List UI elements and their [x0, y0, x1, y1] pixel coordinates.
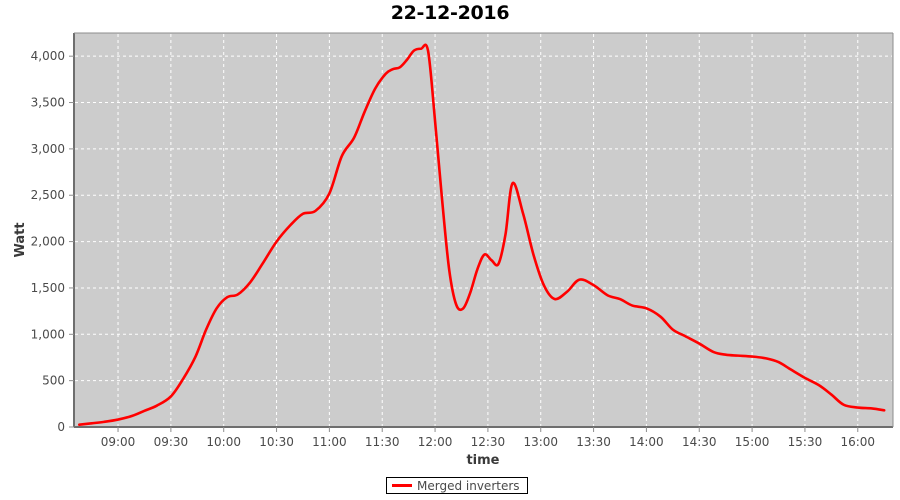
x-tick-label: 12:30 — [471, 435, 506, 449]
data-series-merged-inverters — [77, 43, 886, 426]
vertical-gridlines — [117, 34, 859, 426]
y-tick-label: 1,500 — [31, 281, 65, 295]
legend-entry-label: Merged inverters — [417, 478, 520, 493]
chart-title: 22-12-2016 — [390, 2, 510, 24]
x-tick-label: 11:00 — [312, 435, 347, 449]
y-tick-label: 1,000 — [31, 327, 65, 341]
y-tick-label: 3,500 — [31, 96, 65, 110]
horizontal-gridlines — [75, 55, 892, 382]
plot-area-group: 05001,0001,5002,0002,5003,0003,5004,000 … — [13, 32, 894, 468]
x-tick-label: 16:00 — [840, 435, 875, 449]
x-axis-tick-labels: 09:00 09:30 10:00 10:30 11:00 11:30 12:00 12:30… — [101, 435, 875, 449]
y-tick-label: 2,500 — [31, 188, 65, 202]
axis-lines — [73, 32, 894, 428]
x-axis-tick-marks — [117, 427, 859, 432]
x-axis-label: time — [466, 453, 499, 468]
plot-background — [74, 33, 893, 427]
x-tick-label: 09:30 — [154, 435, 189, 449]
y-tick-label: 2,000 — [31, 235, 65, 249]
legend-color-swatch — [392, 484, 412, 487]
y-axis-label: Watt — [13, 222, 28, 257]
y-axis-tick-marks — [69, 55, 74, 428]
y-tick-label: 3,000 — [31, 142, 65, 156]
x-tick-label: 13:00 — [523, 435, 558, 449]
x-tick-label: 14:00 — [629, 435, 664, 449]
x-tick-label: 15:00 — [735, 435, 770, 449]
y-tick-label: 500 — [42, 374, 65, 388]
y-tick-label: 0 — [57, 420, 65, 434]
x-tick-label: 14:30 — [682, 435, 717, 449]
x-tick-label: 15:30 — [788, 435, 823, 449]
chart-legend: Merged inverters — [386, 477, 528, 494]
x-tick-label: 11:30 — [365, 435, 400, 449]
x-tick-label: 12:00 — [418, 435, 453, 449]
x-tick-label: 10:00 — [206, 435, 241, 449]
y-tick-label: 4,000 — [31, 49, 65, 63]
x-tick-label: 10:30 — [259, 435, 294, 449]
x-tick-label: 09:00 — [101, 435, 136, 449]
x-tick-label: 13:30 — [576, 435, 611, 449]
y-axis-tick-labels: 0 500 1,000 1,500 2,000 2,500 3,000 3,500 4,000 — [31, 49, 65, 434]
